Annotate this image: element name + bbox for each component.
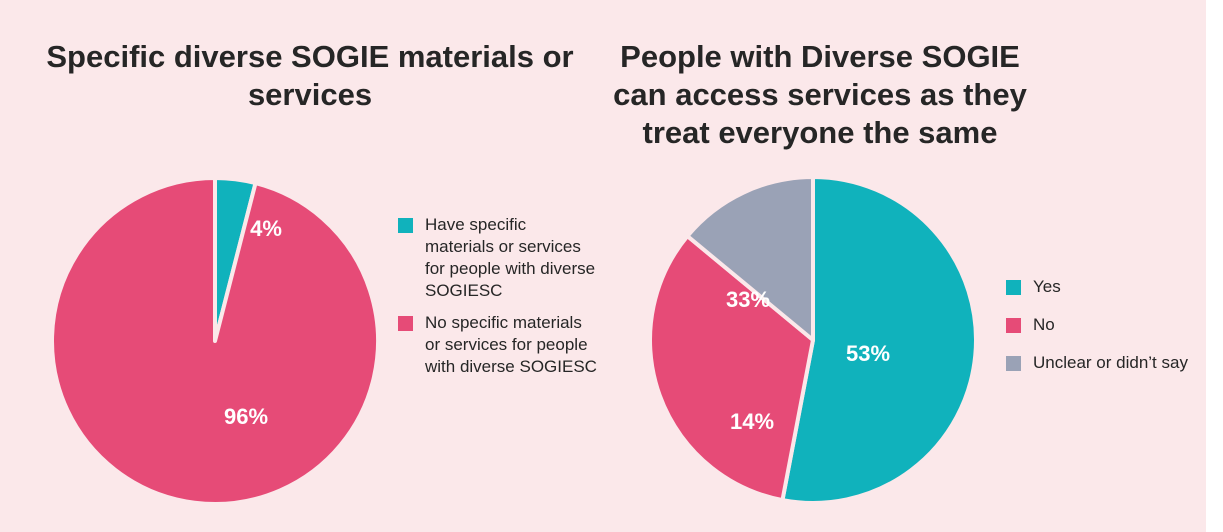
legend-item-1: Yes: [1006, 276, 1196, 298]
legend-label: No specific materials or services for pe…: [425, 313, 597, 376]
pie-slice-label-2: 33%: [726, 287, 770, 312]
legend-item-2: No: [1006, 314, 1196, 336]
legend-item-1: Have specific materials or services for …: [398, 214, 598, 302]
legend-materials: Have specific materials or services for …: [398, 214, 598, 388]
pie-slice-label-2: 96%: [224, 404, 268, 429]
pie-chart-materials: 4% 96%: [50, 176, 380, 506]
legend-swatch: [1006, 280, 1021, 295]
legend-access: Yes No Unclear or didn’t say: [1006, 276, 1196, 390]
legend-label: Unclear or didn’t say: [1033, 353, 1188, 372]
pie-slice-label-1: 4%: [250, 216, 282, 241]
pie-slice-label-3: 14%: [730, 409, 774, 434]
chart-title-materials: Specific diverse SOGIE materials or serv…: [46, 39, 574, 112]
legend-label: Yes: [1033, 277, 1061, 296]
pie-chart-access: 53% 33% 14%: [648, 175, 978, 505]
pie-slice-2: [50, 176, 380, 506]
pie-slice-label-1: 53%: [846, 341, 890, 366]
legend-swatch: [1006, 318, 1021, 333]
legend-swatch: [398, 218, 413, 233]
legend-item-3: Unclear or didn’t say: [1006, 352, 1196, 374]
chart-title-access: People with Diverse SOGIE can access ser…: [613, 39, 1027, 150]
pie-slice-1: [780, 175, 978, 505]
legend-label: Have specific materials or services for …: [425, 215, 596, 300]
legend-item-2: No specific materials or services for pe…: [398, 312, 598, 378]
legend-swatch: [1006, 356, 1021, 371]
legend-label: No: [1033, 315, 1055, 334]
pie-slice-3: [685, 175, 815, 342]
legend-swatch: [398, 316, 413, 331]
pie-slice-2: [648, 234, 815, 503]
